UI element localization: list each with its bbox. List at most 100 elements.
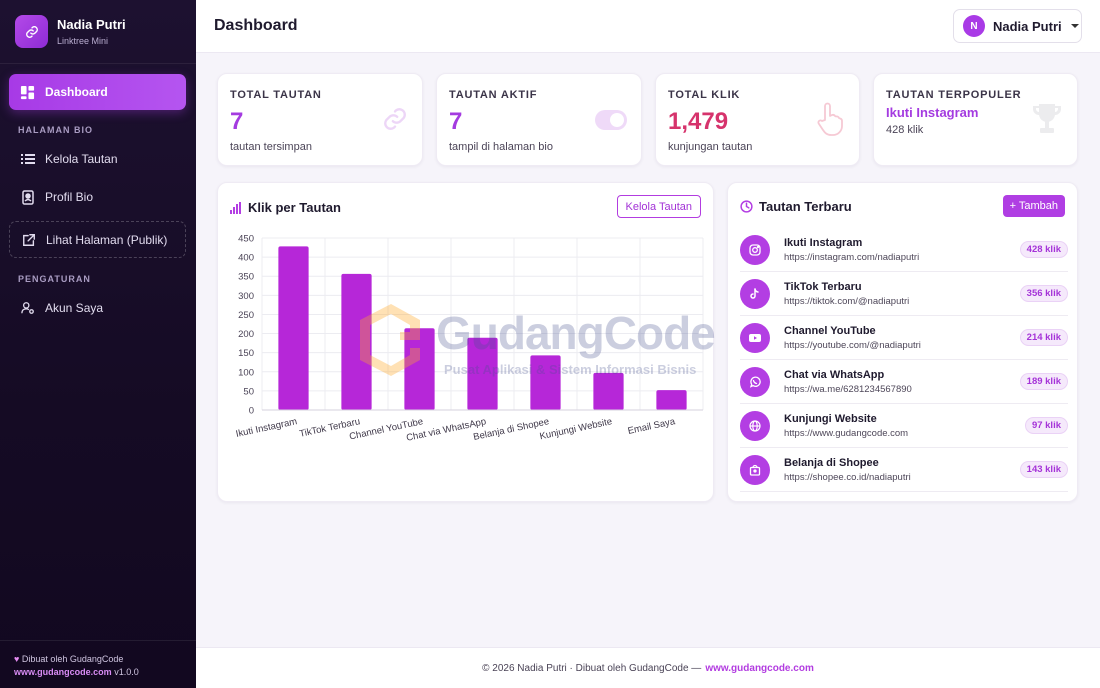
click-count-badge: 97 klik <box>1024 417 1068 434</box>
y-tick-label: 300 <box>238 291 254 302</box>
brand-name: Nadia Putri <box>57 17 126 32</box>
stat-sub: tampil di halaman bio <box>449 141 553 153</box>
globe-icon <box>740 410 770 441</box>
add-link-button[interactable]: + Tambah <box>1002 195 1065 217</box>
y-tick-label: 450 <box>238 234 254 245</box>
link-title: Chat via WhatsApp <box>784 368 885 381</box>
sidebar-footer: ♥ Dibuat oleh GudangCode www.gudangcode.… <box>0 640 196 688</box>
trophy-icon <box>1031 102 1063 141</box>
kelola-tautan-button[interactable]: Kelola Tautan <box>616 195 701 218</box>
stat-label: TOTAL TAUTAN <box>230 89 322 101</box>
stat-value: 7 <box>230 108 244 135</box>
link-url: https://www.gudangcode.com <box>784 427 909 439</box>
link-title: Belanja di Shopee <box>784 456 879 469</box>
sidebar: Nadia Putri Linktree Mini Dashboard HALA… <box>0 0 196 688</box>
click-count-badge: 143 klik <box>1019 461 1068 478</box>
click-count-badge: 428 klik <box>1019 241 1068 258</box>
stat-label: TAUTAN TERPOPULER <box>886 89 1022 101</box>
sidebar-item-label: Kelola Tautan <box>45 152 118 166</box>
whatsapp-icon <box>740 366 770 397</box>
chart-card: Klik per Tautan Kelola Tautan 0 50 100 150 2… <box>217 182 714 502</box>
top-header: Dashboard N Nadia Putri <box>196 0 1100 53</box>
section-heading-settings: PENGATURAN <box>18 274 91 284</box>
recent-links-title: Tautan Terbaru <box>740 199 852 214</box>
bar <box>593 372 624 410</box>
sidebar-item-akun-saya[interactable]: Akun Saya <box>9 291 186 325</box>
user-cog-icon <box>20 301 35 316</box>
bar <box>341 273 372 410</box>
bar-chart: 0 50 100 150 200 250 300 350 400 450 Ikuti Instagr… <box>235 234 704 444</box>
popular-link-clicks: 428 klik <box>886 124 924 136</box>
stat-label: TOTAL KLIK <box>668 89 741 101</box>
shopping-bag-icon <box>740 454 770 485</box>
bar-chart-icon <box>230 201 242 214</box>
list-item[interactable]: Chat via WhatsApp https://wa.me/628123456… <box>740 360 1068 404</box>
link-url: https://instagram.com/nadiaputri <box>784 251 920 263</box>
sidebar-item-dashboard[interactable]: Dashboard <box>9 74 186 110</box>
x-tick-label: Email Saya <box>627 416 677 437</box>
link-title: Kunjungi Website <box>784 412 877 425</box>
id-card-icon <box>20 189 35 205</box>
list-item[interactable]: Kunjungi Website https://www.gudangcode.c… <box>740 404 1068 448</box>
toggle-icon <box>595 110 627 135</box>
click-count-badge: 189 klik <box>1019 373 1068 390</box>
sidebar-item-kelola-tautan[interactable]: Kelola Tautan <box>9 142 186 176</box>
x-tick-label: Ikuti Instagram <box>235 416 298 440</box>
y-tick-label: 100 <box>238 367 254 378</box>
list-item[interactable]: Ikuti Instagram https://instagram.com/nad… <box>740 228 1068 272</box>
link-title: TikTok Terbaru <box>784 280 862 293</box>
stat-label: TAUTAN AKTIF <box>449 89 538 101</box>
tiktok-icon <box>740 278 770 309</box>
section-heading-bio: HALAMAN BIO <box>18 125 93 135</box>
sidebar-item-label: Dashboard <box>45 85 108 99</box>
y-tick-label: 150 <box>238 348 254 359</box>
recent-links-card: Tautan Terbaru + Tambah Ikuti Instagram h… <box>727 182 1078 502</box>
sidebar-item-lihat-halaman[interactable]: Lihat Halaman (Publik) <box>9 221 186 258</box>
heart-icon: ♥ <box>14 654 20 664</box>
version-text: v1.0.0 <box>114 667 139 677</box>
chevron-down-icon <box>1070 24 1079 28</box>
youtube-icon <box>740 322 770 353</box>
avatar: N <box>963 15 985 37</box>
link-icon <box>382 106 408 137</box>
bar <box>656 390 687 410</box>
link-icon <box>15 15 48 48</box>
footer-text: © 2026 Nadia Putri · Dibuat oleh GudangC… <box>482 662 702 674</box>
site-link[interactable]: www.gudangcode.com <box>14 667 112 677</box>
link-url: https://tiktok.com/@nadiaputri <box>784 295 910 307</box>
made-by-text: Dibuat oleh GudangCode <box>21 654 124 664</box>
dashboard-icon <box>20 85 35 100</box>
sidebar-item-profil-bio[interactable]: Profil Bio <box>9 180 186 214</box>
y-tick-label: 50 <box>243 386 254 397</box>
sidebar-item-label: Akun Saya <box>45 301 104 315</box>
link-title: Channel YouTube <box>784 324 876 337</box>
y-tick-label: 200 <box>238 329 254 340</box>
user-menu-button[interactable]: N Nadia Putri <box>953 9 1082 43</box>
popular-link-title: Ikuti Instagram <box>886 105 979 120</box>
pointer-icon <box>815 102 845 141</box>
brand-subtitle: Linktree Mini <box>57 36 109 46</box>
sidebar-item-label: Lihat Halaman (Publik) <box>46 232 168 247</box>
y-tick-label: 400 <box>238 253 254 264</box>
list-icon <box>20 152 35 167</box>
stat-card-total-tautan: TOTAL TAUTAN 7 tautan tersimpan <box>217 73 423 166</box>
stat-card-total-klik: TOTAL KLIK 1,479 kunjungan tautan <box>655 73 860 166</box>
list-item[interactable]: Belanja di Shopee https://shopee.co.id/na… <box>740 448 1068 492</box>
link-url: https://shopee.co.id/nadiaputri <box>784 471 911 483</box>
stat-value: 1,479 <box>668 108 729 135</box>
brand[interactable]: Nadia Putri Linktree Mini <box>0 0 196 64</box>
y-tick-label: 250 <box>238 310 254 321</box>
footer-link[interactable]: www.gudangcode.com <box>705 662 814 674</box>
list-item[interactable]: Channel YouTube https://youtube.com/@nadi… <box>740 316 1068 360</box>
stat-sub: kunjungan tautan <box>668 141 753 153</box>
chart-card-title: Klik per Tautan <box>230 200 341 215</box>
bar <box>278 246 309 410</box>
stat-sub: tautan tersimpan <box>230 141 312 153</box>
y-tick-label: 350 <box>238 272 254 283</box>
sidebar-item-label: Profil Bio <box>45 190 94 204</box>
click-count-badge: 214 klik <box>1019 329 1068 346</box>
user-name: Nadia Putri <box>993 18 1062 34</box>
chart-title-text: Klik per Tautan <box>248 200 341 215</box>
link-url: https://youtube.com/@nadiaputri <box>784 339 921 351</box>
list-item[interactable]: TikTok Terbaru https://tiktok.com/@nadiap… <box>740 272 1068 316</box>
